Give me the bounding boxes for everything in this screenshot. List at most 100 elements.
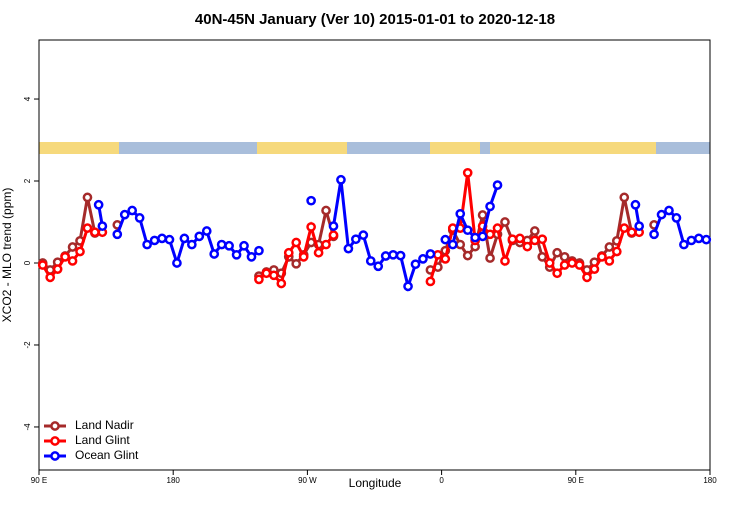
point (410, 259, 421, 270)
point (440, 234, 451, 245)
point (75, 246, 85, 257)
point (365, 256, 376, 266)
point (172, 258, 182, 268)
point (231, 249, 242, 260)
legend-label: Land Nadir (75, 418, 134, 432)
point (291, 237, 302, 248)
point (664, 205, 674, 216)
point (321, 239, 331, 250)
point (336, 174, 346, 185)
point (306, 222, 316, 232)
point (82, 192, 93, 203)
land-band (257, 142, 347, 154)
point (321, 205, 331, 216)
point (395, 250, 406, 261)
point (134, 213, 145, 223)
point (447, 239, 458, 250)
point (544, 258, 555, 268)
point (351, 234, 361, 245)
point (656, 209, 667, 220)
plot-frame (38, 39, 711, 471)
point (425, 276, 436, 287)
point (492, 180, 503, 190)
series-line (97, 179, 707, 292)
land-band (39, 142, 119, 154)
land-ocean-strip (39, 142, 710, 154)
point (679, 239, 689, 250)
point (552, 247, 563, 258)
point (567, 258, 577, 268)
point (671, 213, 682, 223)
point (626, 227, 637, 238)
point (492, 223, 503, 234)
point (552, 268, 563, 279)
point (254, 245, 264, 256)
x-tick-label: 180 (167, 476, 181, 485)
point (201, 226, 212, 236)
chart-title: 40N-45N January (Ver 10) 2015-01-01 to 2… (195, 11, 555, 28)
point (93, 199, 104, 210)
legend-label: Land Glint (75, 433, 130, 447)
point (440, 254, 451, 264)
x-tick-label: 90 E (568, 476, 584, 485)
y-tick-label: 0 (23, 260, 32, 265)
point (157, 233, 167, 244)
point (52, 264, 63, 274)
point (507, 234, 518, 245)
y-tick-label: 2 (23, 178, 32, 183)
point (112, 229, 123, 240)
point (261, 268, 272, 279)
point (328, 221, 339, 231)
point (455, 239, 466, 250)
point (425, 249, 436, 259)
point (619, 223, 630, 234)
point (388, 249, 398, 260)
point (142, 239, 152, 250)
x-tick-label: 180 (703, 476, 717, 485)
point (611, 246, 622, 257)
point (45, 272, 56, 283)
point (574, 260, 585, 270)
point (500, 256, 510, 266)
point (630, 199, 641, 210)
land-band (430, 142, 480, 154)
point (164, 234, 175, 245)
point (67, 256, 78, 266)
point (373, 261, 384, 272)
point (119, 209, 130, 220)
x-tick-label: 0 (439, 476, 444, 485)
x-axis-label: Longitude (349, 476, 402, 490)
x-tick-label: 90 E (31, 476, 47, 485)
point (313, 247, 324, 258)
point (515, 233, 525, 244)
point (269, 270, 279, 281)
point (276, 278, 287, 289)
point (477, 231, 488, 242)
y-tick-label: 4 (23, 96, 32, 101)
point (537, 234, 548, 245)
point (634, 221, 645, 231)
point (522, 241, 533, 252)
point (559, 260, 570, 270)
point (254, 274, 264, 285)
point (597, 251, 607, 262)
legend-marker (50, 436, 60, 446)
point (462, 167, 473, 178)
point (559, 251, 570, 262)
point (90, 227, 100, 238)
point (701, 234, 712, 245)
point (127, 205, 138, 216)
point (37, 260, 48, 270)
point (403, 281, 413, 292)
point (649, 229, 659, 240)
legend-label: Ocean Glint (75, 448, 139, 462)
point (604, 242, 615, 252)
point (298, 251, 309, 262)
point (246, 251, 257, 262)
point (82, 223, 93, 234)
point (485, 253, 495, 263)
point (582, 272, 592, 283)
legend-marker (50, 451, 60, 461)
